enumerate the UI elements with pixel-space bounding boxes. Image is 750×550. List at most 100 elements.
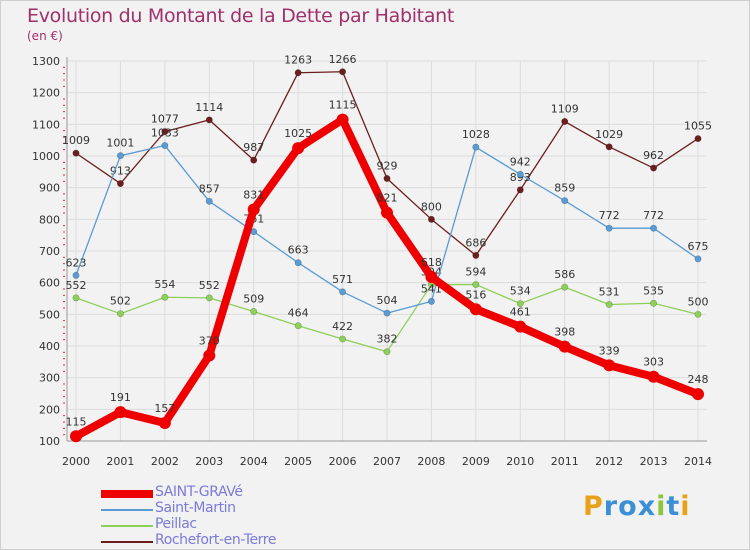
data-point (650, 299, 658, 307)
data-label: 382 (377, 333, 398, 346)
data-label: 531 (599, 286, 620, 299)
data-label: 516 (465, 288, 486, 301)
data-label: 821 (377, 192, 398, 205)
data-label: 942 (510, 155, 531, 168)
data-point (605, 301, 613, 309)
y-tick-label: 1200 (32, 87, 60, 100)
data-label: 552 (199, 279, 220, 292)
data-label: 987 (243, 141, 264, 154)
data-point (650, 164, 658, 172)
data-point (161, 128, 169, 136)
data-label: 586 (554, 268, 575, 281)
data-label: 772 (599, 209, 620, 222)
data-label: 772 (643, 209, 664, 222)
data-label: 339 (599, 344, 620, 357)
data-point (72, 294, 80, 302)
data-label: 534 (510, 285, 531, 298)
data-label: 571 (332, 273, 353, 286)
data-label: 594 (465, 266, 486, 279)
logo-letter: o (618, 491, 638, 522)
data-point (292, 142, 305, 155)
x-tick-label: 2011 (551, 455, 579, 468)
data-point (692, 388, 704, 401)
data-label: 1001 (106, 137, 134, 150)
data-point (203, 349, 216, 362)
data-point (381, 206, 393, 219)
data-label: 859 (554, 182, 575, 195)
data-point (694, 135, 702, 143)
data-point (425, 270, 438, 283)
x-tick-label: 2006 (329, 455, 357, 468)
y-tick-label: 500 (39, 308, 60, 321)
x-tick-label: 2012 (595, 455, 623, 468)
data-label: 686 (465, 236, 486, 249)
data-point (158, 416, 171, 429)
data-label: 663 (288, 244, 309, 257)
data-label: 502 (110, 295, 131, 308)
y-tick-label: 100 (39, 435, 60, 448)
data-point (647, 370, 660, 383)
data-label: 504 (377, 294, 398, 307)
data-point (650, 224, 658, 232)
legend-label: Peillac (155, 516, 197, 532)
data-point (294, 259, 302, 267)
data-label: 857 (199, 182, 220, 195)
data-label: 191 (110, 391, 131, 404)
data-point (161, 142, 169, 150)
data-point (294, 322, 302, 330)
data-label: 500 (688, 295, 709, 308)
data-point (561, 117, 569, 125)
data-point (205, 294, 213, 302)
x-tick-label: 2007 (373, 455, 401, 468)
data-label: 464 (288, 307, 309, 320)
data-point (561, 197, 569, 205)
x-tick-label: 2001 (106, 455, 134, 468)
data-point (205, 197, 213, 205)
data-label: 1028 (462, 128, 490, 141)
data-point (250, 307, 258, 315)
data-point (558, 340, 571, 353)
data-label: 422 (332, 320, 353, 333)
data-label: 1263 (284, 54, 312, 67)
y-tick-label: 800 (39, 213, 60, 226)
data-label: 1025 (284, 127, 312, 140)
x-tick-label: 2003 (195, 455, 223, 468)
data-point (516, 170, 524, 178)
logo-letter: i (680, 491, 691, 522)
logo-letter: t (666, 491, 681, 522)
data-point (514, 320, 527, 333)
data-point (605, 143, 613, 151)
x-tick-label: 2008 (417, 455, 445, 468)
data-label: 962 (643, 149, 664, 162)
data-label: 1109 (551, 102, 579, 115)
y-tick-label: 200 (39, 403, 60, 416)
logo-letter: r (603, 491, 619, 522)
y-tick-label: 700 (39, 245, 60, 258)
logo-letter: P (583, 491, 604, 522)
data-label: 370 (199, 335, 220, 348)
y-tick-label: 900 (39, 182, 60, 195)
data-label: 1033 (151, 127, 179, 140)
line-chart: 100 200 300 400 500 600 700 800 900 1000 1100 1200 1… (32, 53, 712, 468)
data-point (114, 406, 127, 419)
data-point (605, 224, 613, 232)
data-label: 535 (643, 284, 664, 297)
data-label: 552 (66, 279, 87, 292)
data-label: 831 (243, 189, 264, 202)
data-point (383, 174, 391, 182)
data-label: 461 (510, 306, 531, 319)
x-tick-label: 2000 (62, 455, 90, 468)
data-point (561, 283, 569, 291)
logo-letter: i (656, 491, 667, 522)
data-point (116, 180, 124, 188)
data-point (694, 310, 702, 318)
x-tick-label: 2004 (240, 455, 268, 468)
legend-swatch (101, 541, 153, 543)
data-label: 913 (110, 165, 131, 178)
data-point (427, 215, 435, 223)
data-point (294, 69, 302, 77)
data-label: 1055 (684, 120, 712, 133)
legend-label: Saint-Martin (155, 500, 236, 516)
data-point (339, 335, 347, 343)
